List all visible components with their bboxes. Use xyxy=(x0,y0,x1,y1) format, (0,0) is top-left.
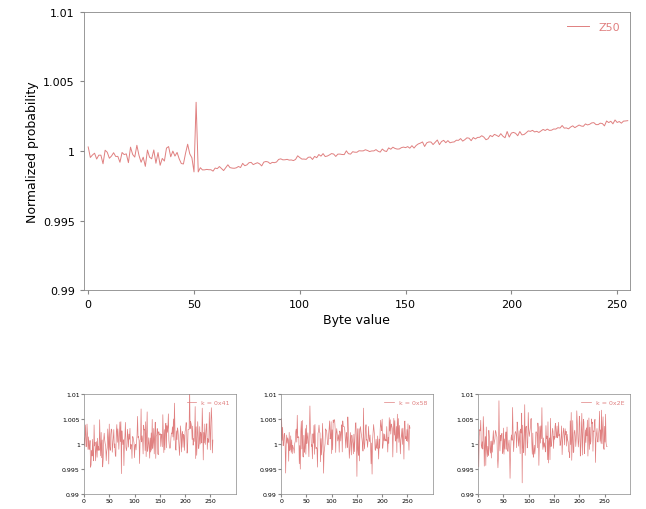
Y-axis label: Normalized probability: Normalized probability xyxy=(26,81,39,222)
Legend: k = 0x41: k = 0x41 xyxy=(185,398,233,408)
Legend: k = 0x2E: k = 0x2E xyxy=(579,398,627,408)
Legend: Z50: Z50 xyxy=(563,18,624,37)
X-axis label: Byte value: Byte value xyxy=(324,314,390,327)
Legend: k = 0x58: k = 0x58 xyxy=(382,398,430,408)
